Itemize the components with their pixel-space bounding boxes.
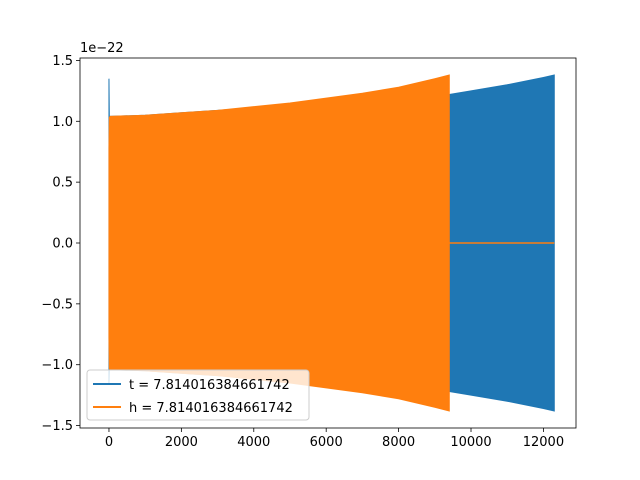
- x-tick-label: 12000: [523, 435, 564, 450]
- plot-area: [108, 74, 555, 412]
- x-tick-label: 10000: [450, 435, 491, 450]
- x-tick-label: 4000: [237, 435, 270, 450]
- x-tick-label: 8000: [382, 435, 415, 450]
- y-axis: −1.5 −1.0 −0.5 0.0 0.5 1.0 1.5: [41, 54, 80, 434]
- y-tick-label: 0.5: [52, 176, 73, 191]
- legend-label-t: t = 7.814016384661742: [129, 378, 290, 393]
- x-tick-label: 0: [105, 435, 113, 450]
- y-tick-label: −0.5: [41, 297, 73, 312]
- y-tick-label: −1.5: [41, 419, 73, 434]
- y-offset-text: 1e−22: [80, 41, 124, 56]
- legend-box: [86, 369, 310, 421]
- legend-label-h: h = 7.814016384661742: [129, 401, 293, 416]
- legend: t = 7.814016384661742 h = 7.814016384661…: [86, 369, 310, 421]
- y-tick-label: 1.5: [52, 54, 73, 69]
- y-tick-label: −1.0: [41, 358, 73, 373]
- y-tick-label: 1.0: [52, 115, 73, 130]
- y-tick-label: 0.0: [52, 237, 73, 252]
- x-tick-label: 6000: [310, 435, 343, 450]
- series-1-band: [108, 74, 450, 412]
- x-tick-label: 2000: [165, 435, 198, 450]
- x-axis: 0 2000 4000 6000 8000 10000 12000: [105, 428, 564, 450]
